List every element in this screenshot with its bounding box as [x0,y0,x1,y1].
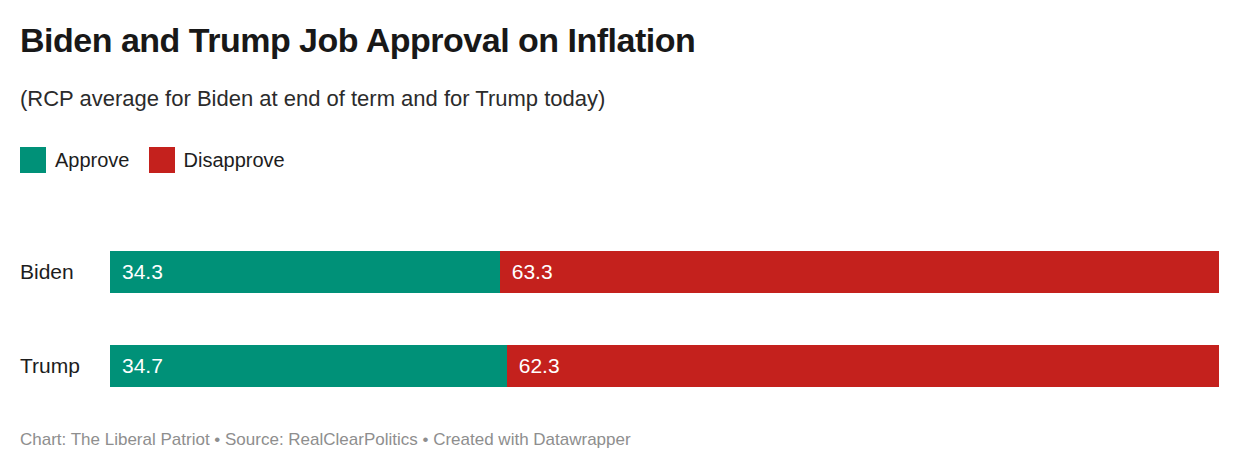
legend-label-approve: Approve [55,149,130,172]
approve-swatch-icon [20,147,46,173]
disapprove-swatch-icon [149,147,175,173]
legend-item-approve: Approve [20,147,130,173]
biden-approve-value: 34.3 [110,260,163,284]
trump-approve-bar: 34.7 [110,345,507,387]
row-label-trump: Trump [20,345,110,387]
bar-row-biden: Biden 34.3 63.3 [20,251,1219,293]
biden-approve-bar: 34.3 [110,251,500,293]
chart-container: Biden and Trump Job Approval on Inflatio… [0,0,1240,474]
row-label-biden: Biden [20,251,110,293]
trump-disapprove-bar: 62.3 [507,345,1219,387]
chart-title: Biden and Trump Job Approval on Inflatio… [20,20,695,60]
biden-disapprove-value: 63.3 [500,260,553,284]
legend-item-disapprove: Disapprove [149,147,285,173]
bar-track-biden: 34.3 63.3 [110,251,1219,293]
trump-disapprove-value: 62.3 [507,354,560,378]
legend-label-disapprove: Disapprove [184,149,285,172]
trump-approve-value: 34.7 [110,354,163,378]
legend: Approve Disapprove [20,147,285,173]
chart-subtitle: (RCP average for Biden at end of term an… [20,84,605,114]
bar-row-trump: Trump 34.7 62.3 [20,345,1219,387]
bar-track-trump: 34.7 62.3 [110,345,1219,387]
biden-disapprove-bar: 63.3 [500,251,1219,293]
chart-footer-attribution: Chart: The Liberal Patriot • Source: Rea… [20,430,631,450]
